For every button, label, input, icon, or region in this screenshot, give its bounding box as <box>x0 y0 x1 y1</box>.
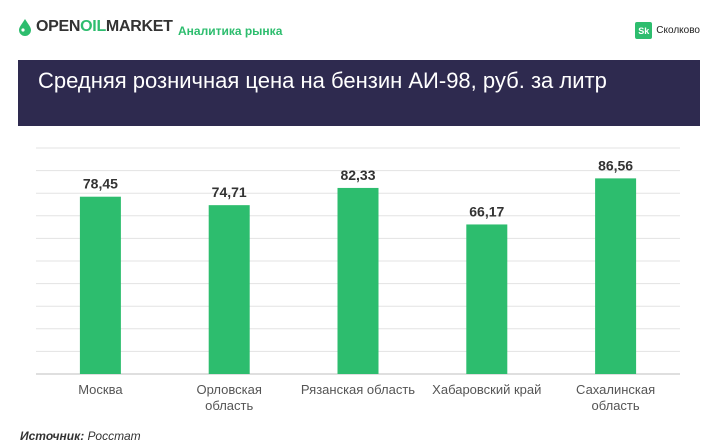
oil-drop-icon <box>19 19 31 36</box>
bar-3[interactable] <box>466 224 508 374</box>
chart-svg: 78,45Москва74,71Орловскаяобласть82,33Ряз… <box>36 147 680 413</box>
partner-name: Сколково <box>656 25 700 36</box>
category-label-1-line-0: Орловская <box>197 382 262 397</box>
logo-accent: OIL <box>80 18 106 35</box>
source-note: Источник: Росстат <box>20 429 141 443</box>
category-label-1-line-1: область <box>205 398 253 413</box>
bar-4[interactable] <box>595 178 637 374</box>
bar-0[interactable] <box>79 196 121 374</box>
bar-chart: 78,45 Москва 74,71 Орловская область 82,33 Ряз… <box>18 126 700 420</box>
source-label: Источник: <box>20 429 85 443</box>
category-label-4-line-1: область <box>592 398 640 413</box>
data-label-1: 74,71 <box>212 184 247 200</box>
data-label-4: 86,56 <box>598 157 633 173</box>
bar-1[interactable] <box>208 205 250 374</box>
data-label-3: 66,17 <box>469 203 504 219</box>
data-label-2: 82,33 <box>340 167 375 183</box>
title-band: Средняя розничная цена на бензин АИ-98, … <box>18 60 700 126</box>
logo-suffix: MARKET <box>105 18 173 35</box>
openoilmarket-logo[interactable]: OPENOILMARKET <box>18 18 173 36</box>
category-label-4-line-0: Сахалинская <box>576 382 655 397</box>
page-header: OPENOILMARKET Аналитика рынка Sk Сколков… <box>0 0 720 60</box>
category-label-0-line-0: Москва <box>78 382 123 397</box>
skolkovo-logo[interactable]: Sk Сколково <box>635 22 700 39</box>
bar-2[interactable] <box>337 187 379 374</box>
data-label-0: 78,45 <box>83 176 118 192</box>
source-value: Росстат <box>87 429 141 443</box>
logo-text: OPENOILMARKET <box>36 18 173 36</box>
chart-title: Средняя розничная цена на бензин АИ-98, … <box>38 68 607 93</box>
category-label-3-line-0: Хабаровский край <box>432 382 541 397</box>
logo-prefix: OPEN <box>36 18 81 35</box>
tagline: Аналитика рынка <box>178 24 283 38</box>
sk-badge-icon: Sk <box>635 22 653 39</box>
category-label-2-line-0: Рязанская область <box>301 382 415 397</box>
